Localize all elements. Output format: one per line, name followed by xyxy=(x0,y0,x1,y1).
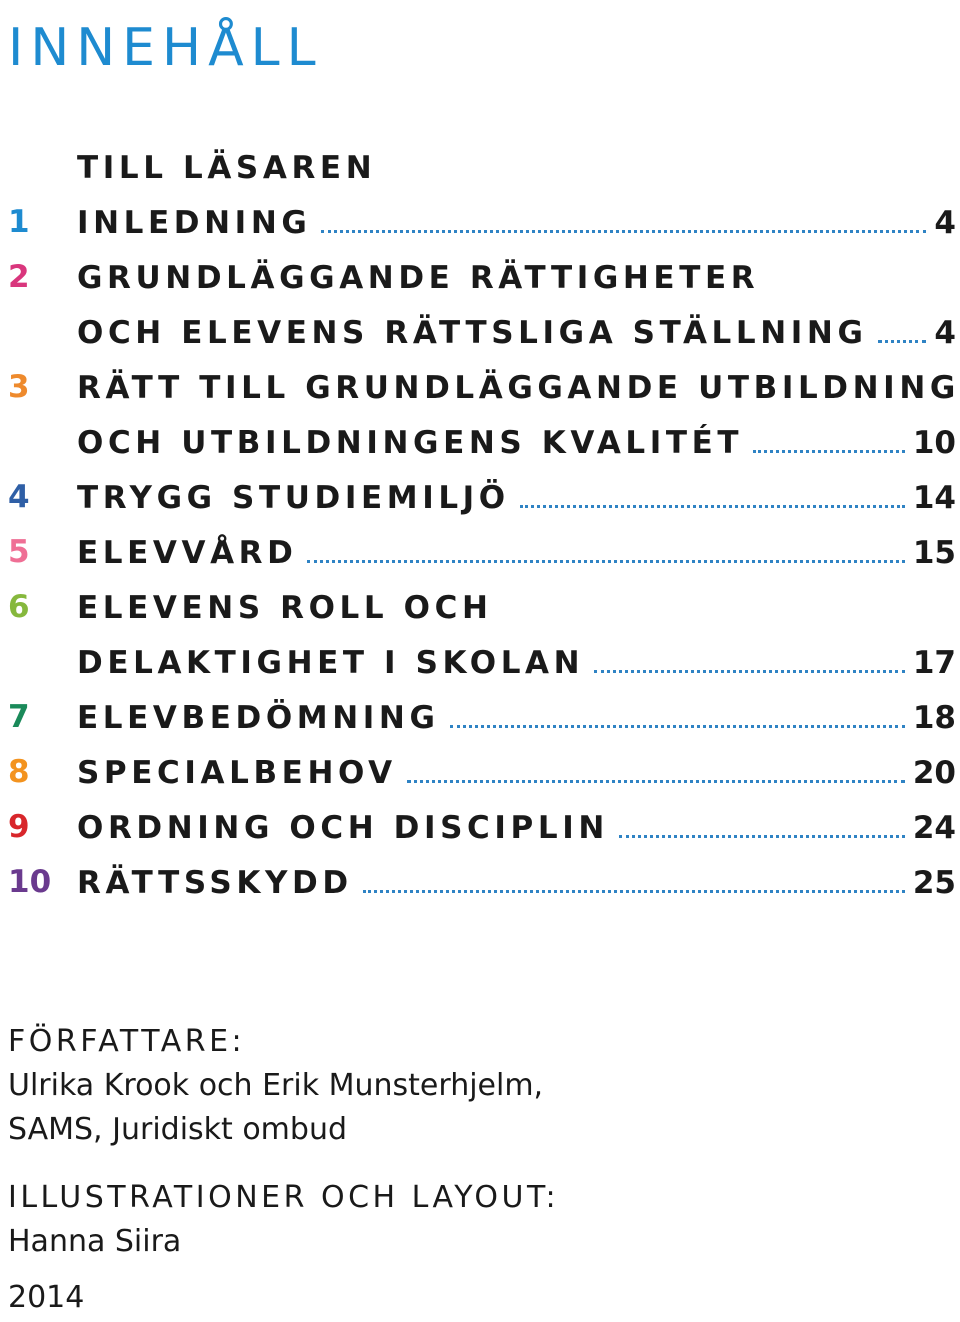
chapter-title: ELEVENS ROLL OCH xyxy=(77,589,493,626)
dot-leader xyxy=(753,450,905,453)
chapter-number: 8 xyxy=(8,754,30,790)
illustrator-name: Hanna Siira xyxy=(8,1224,182,1259)
authors-line: Ulrika Krook och Erik Munsterhjelm, xyxy=(8,1068,544,1103)
chapter-title: ORDNING OCH DISCIPLIN xyxy=(77,809,609,846)
toc-entry: 1 INLEDNING 4 xyxy=(0,195,960,250)
toc-entry: TILL LÄSAREN xyxy=(0,140,960,195)
page-number: 4 xyxy=(934,204,956,241)
toc-entry: 7 ELEVBEDÖMNING 18 xyxy=(0,690,960,745)
page-number: 15 xyxy=(912,534,956,571)
table-of-contents: TILL LÄSAREN 1 INLEDNING 4 2 GRUNDLÄGGANDE RÄ… xyxy=(0,140,960,910)
toc-entry: 2 GRUNDLÄGGANDE RÄTTIGHETER xyxy=(0,250,960,305)
toc-entry: OCH UTBILDNINGENS KVALITÉT 10 xyxy=(0,415,960,470)
chapter-title: GRUNDLÄGGANDE RÄTTIGHETER xyxy=(77,259,760,296)
chapter-title: ELEVBEDÖMNING xyxy=(77,699,440,736)
dot-leader xyxy=(307,560,905,563)
toc-entry: 8 SPECIALBEHOV 20 xyxy=(0,745,960,800)
dot-leader xyxy=(618,835,905,838)
chapter-number: 4 xyxy=(8,479,30,515)
chapter-title: ELEVVÅRD xyxy=(77,534,298,571)
chapter-title: RÄTTSSKYDD xyxy=(77,864,353,901)
toc-entry: 9 ORDNING OCH DISCIPLIN 24 xyxy=(0,800,960,855)
dot-leader xyxy=(877,340,927,343)
chapter-number: 3 xyxy=(8,369,30,405)
page-title: INNEHÅLL xyxy=(8,18,323,78)
chapter-title: RÄTT TILL GRUNDLÄGGANDE UTBILDNING xyxy=(77,369,960,406)
chapter-number: 7 xyxy=(8,699,30,735)
authors-heading: FÖRFATTARE: xyxy=(8,1024,246,1059)
dot-leader xyxy=(594,670,905,673)
page-number: 25 xyxy=(912,864,956,901)
chapter-number: 9 xyxy=(8,809,30,845)
page-number: 24 xyxy=(912,809,956,846)
toc-entry: 10 RÄTTSSKYDD 25 xyxy=(0,855,960,910)
dot-leader xyxy=(321,230,927,233)
chapter-number: 2 xyxy=(8,259,30,295)
toc-entry: DELAKTIGHET I SKOLAN 17 xyxy=(0,635,960,690)
page-number: 18 xyxy=(912,699,956,736)
chapter-title: SPECIALBEHOV xyxy=(77,754,397,791)
publication-year: 2014 xyxy=(8,1280,85,1315)
page-number: 4 xyxy=(934,314,956,351)
illustration-heading: ILLUSTRATIONER OCH LAYOUT: xyxy=(8,1180,560,1215)
page-number: 20 xyxy=(912,754,956,791)
authors-affiliation: SAMS, Juridiskt ombud xyxy=(8,1112,348,1147)
page-number: 14 xyxy=(912,479,956,516)
dot-leader xyxy=(406,780,905,783)
chapter-title: INLEDNING xyxy=(77,204,312,241)
chapter-number: 6 xyxy=(8,589,30,625)
chapter-title: OCH ELEVENS RÄTTSLIGA STÄLLNING xyxy=(77,314,868,351)
credits: FÖRFATTARE: Ulrika Krook och Erik Munste… xyxy=(8,1020,948,1320)
chapter-number: 5 xyxy=(8,534,30,570)
dot-leader xyxy=(519,505,905,508)
toc-entry: 3 RÄTT TILL GRUNDLÄGGANDE UTBILDNING xyxy=(0,360,960,415)
chapter-title: TILL LÄSAREN xyxy=(77,149,377,186)
chapter-title: TRYGG STUDIEMILJÖ xyxy=(77,479,510,516)
chapter-title: DELAKTIGHET I SKOLAN xyxy=(77,644,585,681)
toc-entry: OCH ELEVENS RÄTTSLIGA STÄLLNING 4 xyxy=(0,305,960,360)
toc-entry: 5 ELEVVÅRD 15 xyxy=(0,525,960,580)
chapter-number: 1 xyxy=(8,204,30,240)
dot-leader xyxy=(449,725,905,728)
chapter-title: OCH UTBILDNINGENS KVALITÉT xyxy=(77,424,744,461)
dot-leader xyxy=(362,890,905,893)
toc-entry: 4 TRYGG STUDIEMILJÖ 14 xyxy=(0,470,960,525)
toc-entry: 6 ELEVENS ROLL OCH xyxy=(0,580,960,635)
page-number: 17 xyxy=(912,644,956,681)
chapter-number: 10 xyxy=(8,864,52,900)
page-number: 10 xyxy=(912,424,956,461)
